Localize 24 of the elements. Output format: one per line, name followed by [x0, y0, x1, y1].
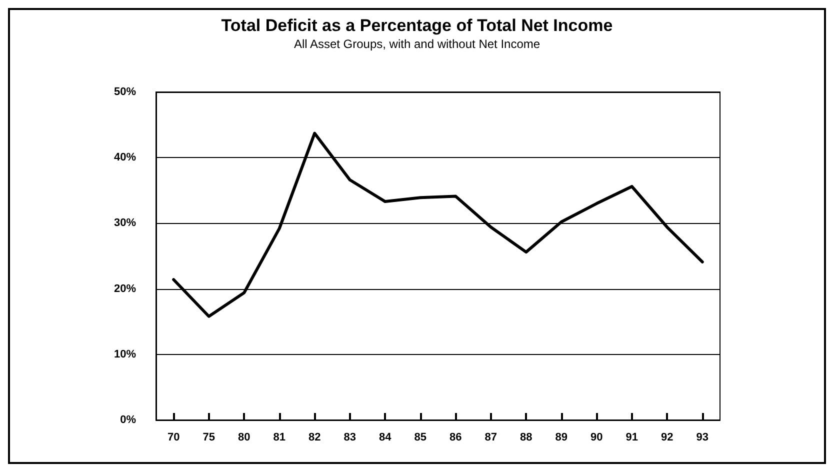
x-tick-label: 88 [520, 432, 532, 444]
x-tick-label: 85 [414, 432, 426, 444]
x-tick-label: 91 [626, 432, 638, 444]
x-tick-label: 92 [661, 432, 674, 444]
x-tick-label: 81 [273, 432, 286, 444]
x-tick-label: 87 [484, 432, 497, 444]
y-tick-label: 40% [114, 152, 136, 164]
y-tick-label: 30% [114, 217, 136, 230]
x-tick-label: 83 [344, 432, 356, 444]
x-tick-label: 84 [379, 432, 392, 444]
y-tick-label: 20% [114, 282, 136, 295]
chart-subtitle: All Asset Groups, with and without Net Income [294, 37, 540, 51]
y-tick-label: 10% [114, 348, 136, 360]
x-tick-label: 70 [168, 432, 180, 444]
x-tick-label: 86 [450, 432, 462, 444]
x-tick-label: 80 [238, 432, 250, 444]
y-tick-label: 0% [120, 414, 136, 426]
y-tick-label: 50% [114, 86, 136, 98]
x-tick-label: 90 [590, 432, 603, 444]
x-tick-label: 75 [202, 432, 215, 444]
x-tick-label: 89 [555, 432, 568, 444]
chart-title: Total Deficit as a Percentage of Total Net Income [221, 16, 613, 35]
x-tick-label: 82 [308, 432, 321, 444]
x-tick-label: 93 [696, 432, 708, 444]
